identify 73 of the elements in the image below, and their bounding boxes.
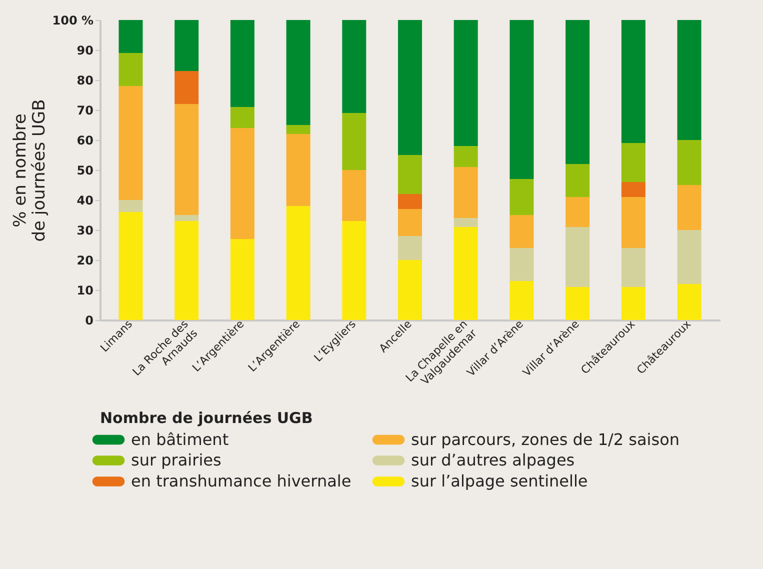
bar — [566, 164, 590, 197]
bar — [286, 134, 310, 206]
bar — [677, 230, 702, 284]
bar — [174, 221, 199, 320]
bar — [118, 212, 143, 320]
bar — [621, 287, 646, 320]
bar — [621, 182, 646, 197]
y-tick-label: 0 — [85, 314, 94, 328]
legend-label: sur prairies — [131, 450, 222, 470]
bar — [174, 71, 199, 104]
y-tick-label: 30 — [76, 224, 94, 238]
legend-label: sur parcours, zones de 1/2 saison — [411, 430, 680, 449]
bar — [230, 128, 254, 239]
bar — [510, 179, 534, 215]
bar — [230, 107, 254, 128]
bar — [677, 284, 702, 320]
bar — [510, 248, 534, 281]
y-tick-label: 90 — [76, 44, 94, 58]
y-tick-label: 20 — [76, 254, 94, 268]
bar — [286, 125, 310, 134]
bar — [454, 167, 478, 218]
bar — [510, 20, 534, 179]
legend-label: sur d’autres alpages — [411, 450, 575, 470]
bar — [621, 248, 646, 287]
bar — [230, 20, 254, 107]
bar — [510, 281, 534, 320]
bar — [286, 206, 310, 320]
bar — [230, 239, 254, 320]
y-tick-label: 60 — [76, 134, 94, 148]
bar — [174, 20, 199, 71]
bar — [398, 209, 422, 236]
bar — [118, 20, 143, 53]
y-tick-label: 50 — [76, 164, 94, 178]
bar — [566, 20, 590, 164]
y-tick-label: 70 — [76, 104, 94, 118]
bar — [510, 215, 534, 248]
y-axis-title: % en nombre de journées UGB — [10, 99, 50, 242]
y-tick-label: 40 — [76, 194, 94, 208]
bar — [454, 146, 478, 167]
bar — [566, 287, 590, 320]
bar — [677, 140, 702, 185]
bar — [174, 104, 199, 215]
legend-label: en transhumance hivernale — [131, 472, 352, 490]
bar — [118, 86, 143, 200]
bar — [174, 215, 199, 221]
bar — [118, 200, 143, 212]
bar — [566, 227, 590, 287]
bar — [342, 113, 366, 170]
bar — [621, 20, 646, 143]
bar — [454, 20, 478, 146]
bar — [677, 185, 702, 230]
bar — [454, 218, 478, 227]
bar — [342, 221, 366, 320]
y-tick-label: 100 % — [52, 14, 94, 28]
bar — [398, 194, 422, 209]
bar — [398, 155, 422, 194]
legend-title: Nombre de journées UGB — [100, 409, 313, 427]
bar — [342, 170, 366, 221]
bar — [454, 227, 478, 320]
bar — [398, 20, 422, 155]
bar — [566, 197, 590, 227]
legend-label: sur l’alpage sentinelle — [411, 472, 588, 490]
bar — [621, 197, 646, 248]
legend-label: en bâtiment — [131, 430, 229, 449]
bar — [677, 20, 702, 140]
bar — [621, 143, 646, 182]
bar — [286, 20, 310, 125]
bar — [118, 53, 143, 86]
y-tick-label: 10 — [76, 284, 94, 298]
bar — [398, 260, 422, 320]
bar — [342, 20, 366, 113]
bar — [398, 236, 422, 260]
y-tick-label: 80 — [76, 74, 94, 88]
